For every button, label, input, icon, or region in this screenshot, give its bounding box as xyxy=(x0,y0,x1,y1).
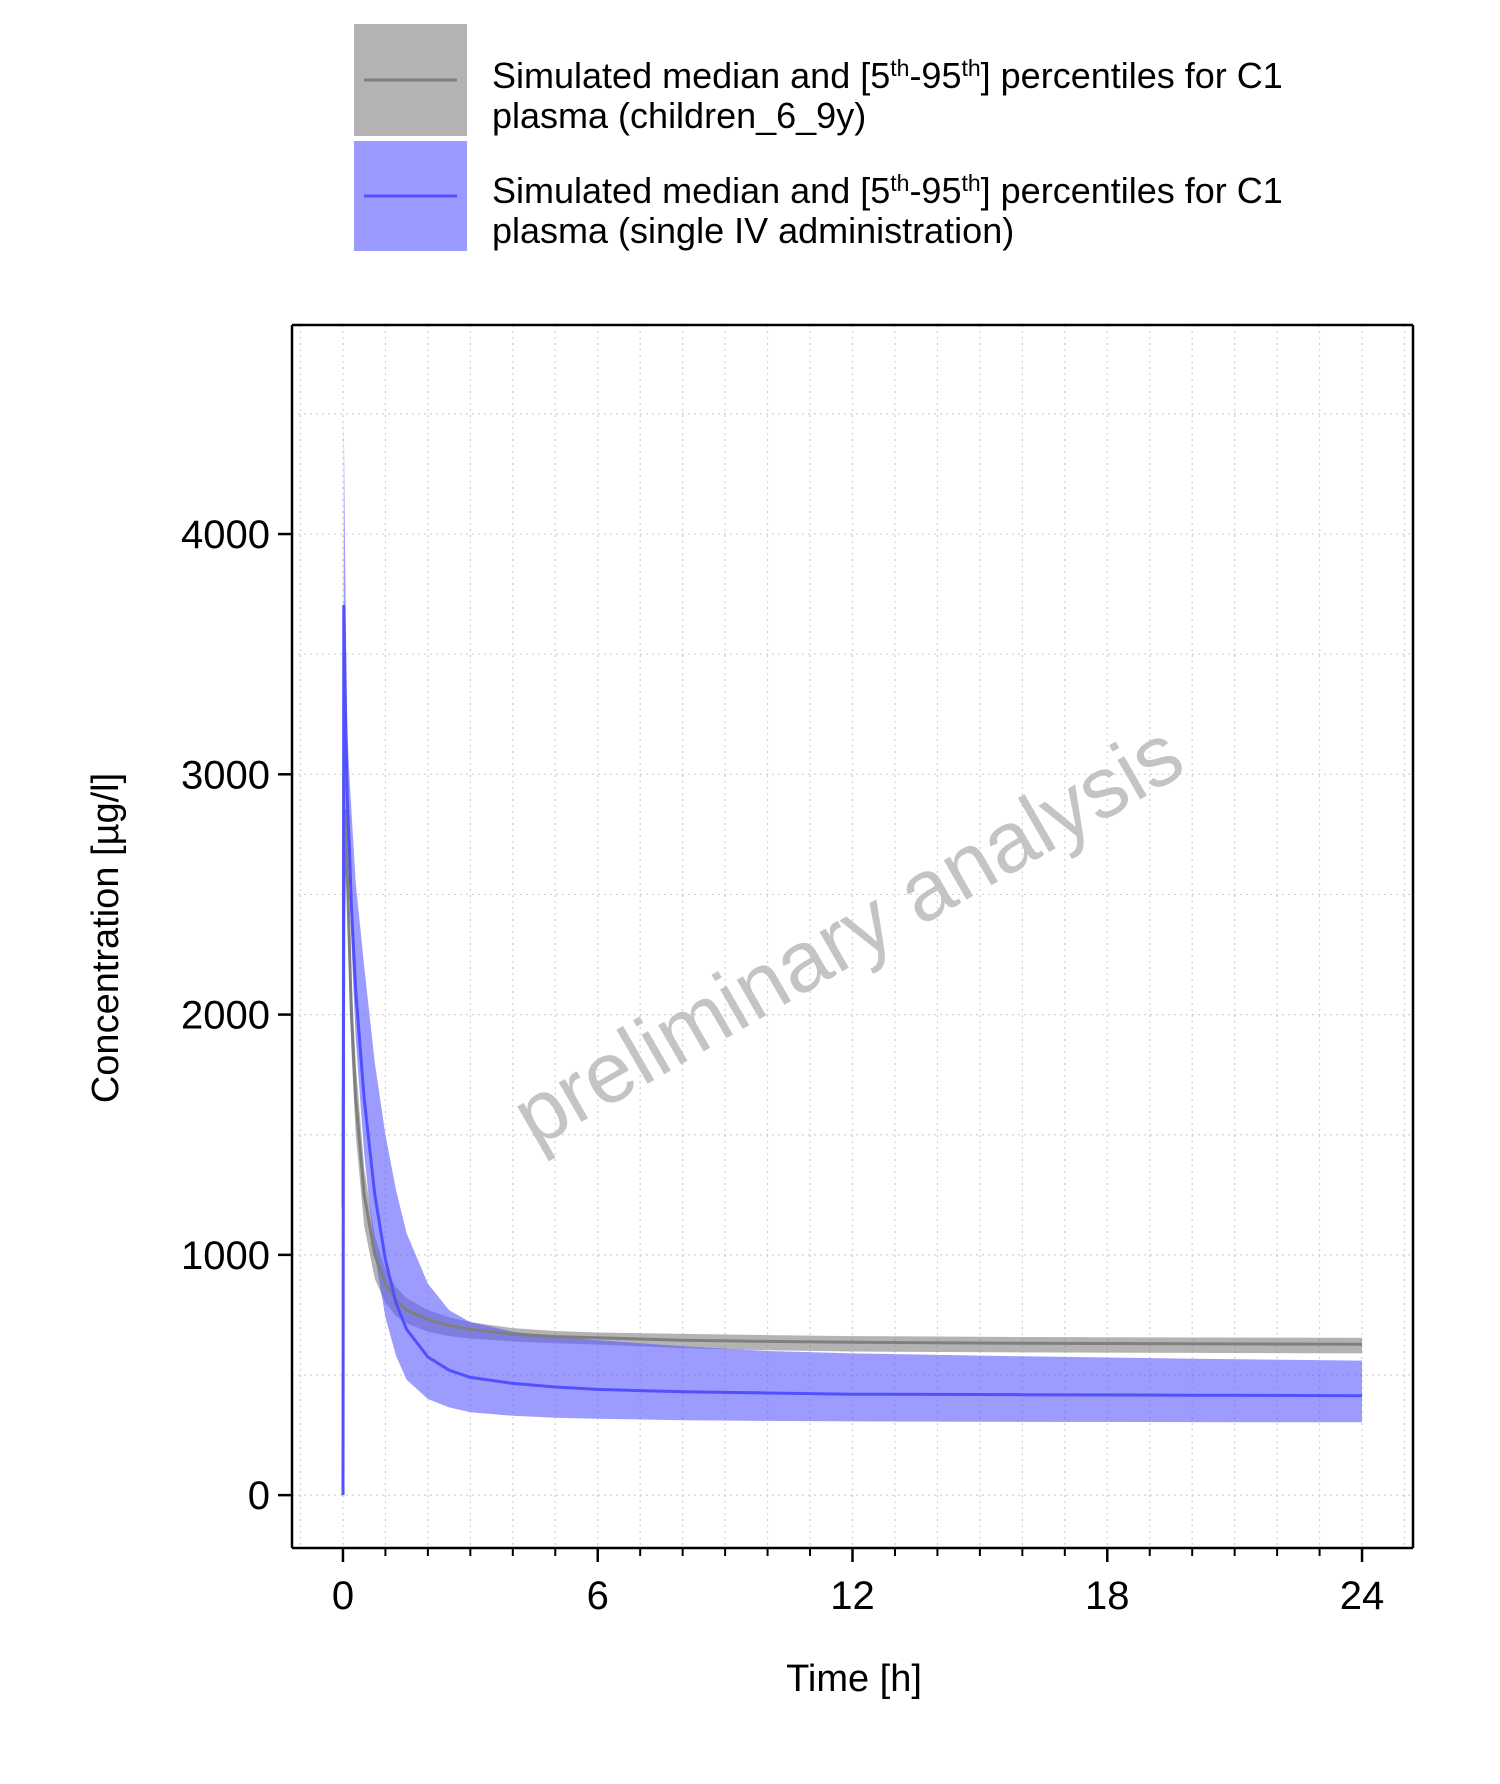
median-lines xyxy=(341,604,1363,1496)
x-tick-label: 0 xyxy=(332,1574,354,1618)
y-axis-title: Concentration [µg/l] xyxy=(85,773,127,1103)
axes xyxy=(278,323,1415,1562)
y-tick-label: 3000 xyxy=(181,753,270,797)
legend-label-iv: Simulated median and [5th-95th] percenti… xyxy=(492,170,1283,251)
y-tick-label: 2000 xyxy=(181,994,270,1038)
x-tick-label: 24 xyxy=(1340,1574,1385,1618)
x-axis-title: Time [h] xyxy=(786,1658,922,1700)
ribbon-iv xyxy=(343,418,1362,1496)
legend: Simulated median and [5th-95th] percenti… xyxy=(354,24,1283,251)
plot-area: preliminary analysis xyxy=(278,323,1415,1562)
watermark: preliminary analysis xyxy=(497,705,1199,1166)
y-tick-label: 1000 xyxy=(181,1234,270,1278)
x-tick-labels: 0 6 12 18 24 xyxy=(332,1574,1384,1618)
median-line-iv xyxy=(341,604,1363,1496)
legend-label-children: Simulated median and [5th-95th] percenti… xyxy=(492,55,1283,136)
median-line-children xyxy=(341,808,1363,1346)
x-tick-label: 18 xyxy=(1085,1574,1130,1618)
legend-text-line: plasma (single IV administration) xyxy=(492,210,1014,251)
legend-text-line: plasma (children_6_9y) xyxy=(492,95,866,136)
y-tick-label: 0 xyxy=(248,1474,270,1518)
ribbons xyxy=(343,418,1362,1496)
x-tick-label: 12 xyxy=(830,1574,875,1618)
x-tick-label: 6 xyxy=(587,1574,609,1618)
y-tick-labels: 0 1000 2000 3000 4000 xyxy=(181,513,270,1518)
y-tick-label: 4000 xyxy=(181,513,270,557)
